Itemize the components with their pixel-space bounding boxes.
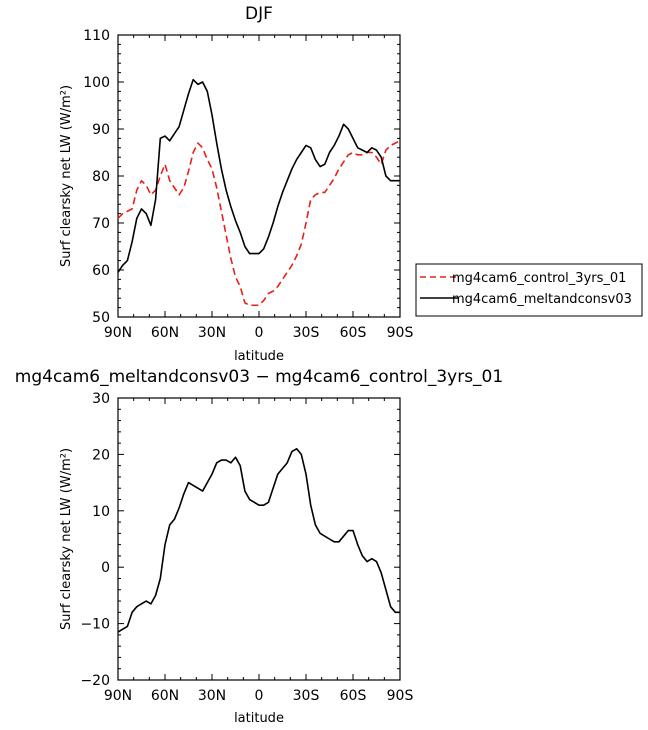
y-tick-label: 100 bbox=[83, 75, 110, 91]
x-tick-label: 90S bbox=[387, 325, 414, 341]
y-tick-label: −20 bbox=[80, 673, 110, 689]
y-tick-label: 20 bbox=[92, 447, 110, 463]
x-axis-label-bottom: latitude bbox=[234, 711, 284, 726]
y-tick-label: 70 bbox=[92, 216, 110, 232]
legend-label-melt: mg4cam6_meltandconsv03 bbox=[452, 292, 632, 307]
series-line-mg4cam6-meltandconsv03 bbox=[117, 78, 400, 273]
y-tick-label: 110 bbox=[83, 28, 110, 44]
y-axis-label-bottom: Surf clearsky net LW (W/m²) bbox=[59, 448, 74, 630]
series-lines-top bbox=[117, 78, 401, 307]
series-lines-bottom bbox=[117, 447, 400, 633]
x-axis-label-top: latitude bbox=[234, 349, 284, 364]
x-tick-label: 30S bbox=[293, 688, 320, 704]
series-line-mg4cam6-control-3yrs-01 bbox=[117, 140, 401, 307]
y-tick-label: 30 bbox=[92, 391, 110, 407]
y-tick-label: 80 bbox=[92, 169, 110, 185]
axis-ticks-bottom: 90N 60N 30N 0 30S 60S 90S −20 −10 0 10 20 30 bbox=[80, 391, 413, 704]
chart-title-bottom: mg4cam6_meltandconsv03 − mg4cam6_control… bbox=[15, 367, 503, 387]
y-tick-label: 50 bbox=[92, 310, 110, 326]
y-tick-label: 0 bbox=[101, 560, 110, 576]
x-tick-label: 30S bbox=[293, 325, 320, 341]
legend-label-control: mg4cam6_control_3yrs_01 bbox=[452, 271, 626, 286]
x-tick-label: 90N bbox=[104, 688, 132, 704]
axis-ticks-top: 90N 60N 30N 0 30S 60S 90S 50 60 70 80 90 100 110 bbox=[83, 28, 413, 341]
x-tick-label: 30N bbox=[198, 325, 226, 341]
plot-area-top bbox=[117, 34, 401, 318]
chart-title-top: DJF bbox=[245, 4, 273, 24]
y-tick-label: 60 bbox=[92, 263, 110, 279]
x-tick-label: 90S bbox=[387, 688, 414, 704]
y-tick-label: 10 bbox=[92, 504, 110, 520]
x-tick-label: 60S bbox=[340, 325, 367, 341]
x-tick-label: 60N bbox=[151, 325, 179, 341]
x-tick-label: 0 bbox=[255, 325, 264, 341]
legend-box bbox=[415, 263, 643, 317]
plot-area-bottom bbox=[117, 397, 401, 681]
x-tick-label: 0 bbox=[255, 688, 264, 704]
legend: mg4cam6_control_3yrs_01 mg4cam6_meltandc… bbox=[415, 263, 643, 317]
x-tick-label: 30N bbox=[198, 688, 226, 704]
y-tick-label: −10 bbox=[80, 617, 110, 633]
chart-panel-bottom: mg4cam6_meltandconsv03 − mg4cam6_control… bbox=[15, 367, 503, 726]
y-axis-label-top: Surf clearsky net LW (W/m²) bbox=[59, 85, 74, 267]
chart-panel-top: DJF Surf clearsky net LW (W/m²) latitude… bbox=[59, 4, 643, 364]
y-tick-label: 90 bbox=[92, 122, 110, 138]
x-tick-label: 90N bbox=[104, 325, 132, 341]
x-tick-label: 60S bbox=[340, 688, 367, 704]
x-tick-label: 60N bbox=[151, 688, 179, 704]
series-line-difference bbox=[117, 447, 400, 633]
